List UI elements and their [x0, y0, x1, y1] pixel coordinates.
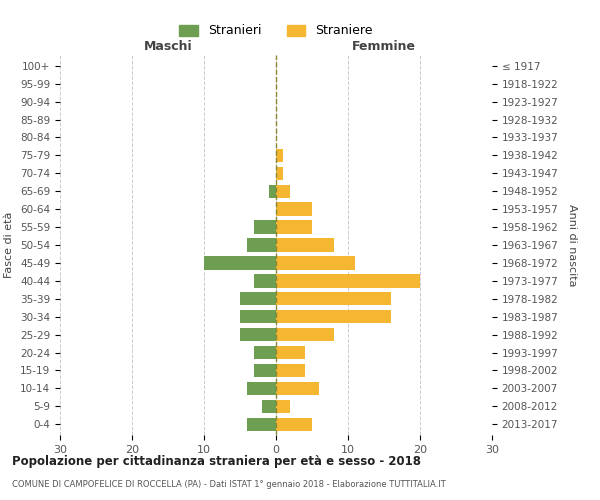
Bar: [240, 328, 276, 342]
Bar: [276, 256, 355, 270]
Bar: [276, 238, 334, 252]
Bar: [276, 418, 312, 431]
Bar: [276, 148, 283, 162]
Bar: [276, 202, 312, 216]
Bar: [204, 256, 276, 270]
Bar: [240, 292, 276, 306]
Bar: [240, 310, 276, 324]
Bar: [254, 364, 276, 377]
Bar: [247, 382, 276, 395]
Bar: [276, 400, 290, 413]
Bar: [276, 220, 312, 234]
Bar: [276, 166, 283, 180]
Bar: [269, 184, 276, 198]
Text: COMUNE DI CAMPOFELICE DI ROCCELLA (PA) - Dati ISTAT 1° gennaio 2018 - Elaborazio: COMUNE DI CAMPOFELICE DI ROCCELLA (PA) -…: [12, 480, 446, 489]
Bar: [276, 274, 420, 287]
Bar: [254, 220, 276, 234]
Bar: [276, 292, 391, 306]
Bar: [262, 400, 276, 413]
Bar: [276, 346, 305, 360]
Bar: [276, 328, 334, 342]
Y-axis label: Fasce di età: Fasce di età: [4, 212, 14, 278]
Text: Femmine: Femmine: [352, 40, 416, 53]
Bar: [276, 382, 319, 395]
Bar: [247, 418, 276, 431]
Bar: [254, 346, 276, 360]
Text: Maschi: Maschi: [143, 40, 193, 53]
Bar: [276, 310, 391, 324]
Bar: [276, 184, 290, 198]
Legend: Stranieri, Straniere: Stranieri, Straniere: [174, 20, 378, 42]
Bar: [254, 274, 276, 287]
Bar: [247, 238, 276, 252]
Bar: [276, 364, 305, 377]
Text: Popolazione per cittadinanza straniera per età e sesso - 2018: Popolazione per cittadinanza straniera p…: [12, 455, 421, 468]
Y-axis label: Anni di nascita: Anni di nascita: [567, 204, 577, 286]
